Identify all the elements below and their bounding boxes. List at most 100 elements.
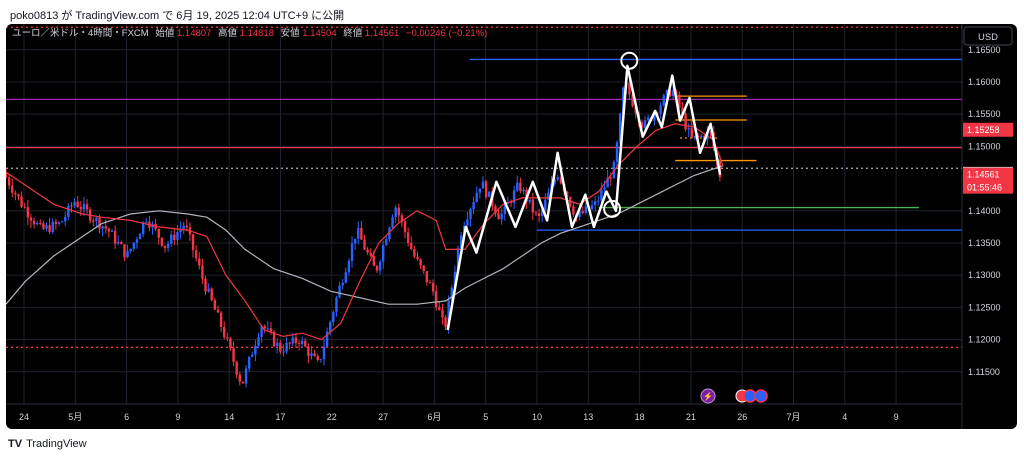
candle-body (618, 113, 622, 143)
candle-body (35, 222, 39, 225)
time-axis[interactable]: 24 5月 6 9 14 17 22 27 6月 5 10 13 18 21 26 7月 4 9 (6, 403, 962, 422)
candle-body (129, 248, 132, 252)
candle-body (534, 212, 538, 214)
candle-body (120, 241, 123, 245)
candle-body (123, 244, 126, 258)
candle-body (447, 300, 450, 328)
price-label-2: 1.14561 (967, 170, 1000, 180)
candle-body (363, 239, 366, 250)
candle-body (39, 222, 42, 224)
time-tick-label: 6 (124, 412, 129, 422)
candle-body (82, 204, 86, 210)
candle-body (478, 188, 482, 193)
candle-body (385, 239, 388, 246)
candle-body (79, 206, 83, 210)
time-tick-label: 21 (686, 412, 696, 422)
price-axis[interactable]: 1.16500 1.16000 1.15500 1.15000 1.14000 1.135… (961, 24, 1013, 429)
candle-body (413, 249, 416, 257)
candle-body (20, 196, 23, 207)
candle-body (194, 250, 198, 259)
candle-body (509, 201, 513, 203)
candle-body (204, 278, 207, 292)
candle-body (70, 205, 73, 207)
time-tick-label: 9 (175, 412, 180, 422)
currency-button[interactable]: USD (963, 26, 1013, 46)
candle-body (350, 243, 354, 261)
candle-body (285, 342, 288, 352)
candle-body (487, 191, 491, 198)
legend-close: 1.14561 (365, 28, 399, 39)
candle-body (279, 342, 282, 352)
candle-body (29, 217, 33, 221)
candle-body (353, 238, 357, 244)
time-tick-label: 10 (532, 412, 542, 422)
candle-body (631, 94, 634, 107)
candle-body (45, 225, 48, 229)
legend-line: ユーロ／米ドル・4時間・FXCM 始値 1.14807 高値 1.14818 安… (12, 27, 487, 39)
candle-body (54, 221, 58, 224)
candle-body (438, 307, 441, 310)
candle-body (684, 113, 687, 130)
candle-body (668, 89, 672, 97)
candle-body (110, 230, 114, 232)
candle-body (481, 181, 485, 189)
candle-body (347, 260, 351, 273)
price-label-0: 1.15258 (967, 125, 1000, 135)
candle-body (403, 221, 407, 233)
candle-body (310, 353, 313, 357)
time-tick-label: 24 (19, 412, 29, 422)
candle-body (6, 172, 8, 178)
candle-body (160, 237, 164, 246)
candle-body (522, 189, 525, 192)
candle-body (170, 234, 173, 244)
time-tick-label: 6月 (427, 412, 441, 422)
candle-body (406, 232, 410, 244)
candle-body (48, 225, 51, 233)
candle-body (304, 340, 307, 347)
price-label-3: 01:55:46 (967, 183, 1002, 193)
chart-panel[interactable]: 1.16500 1.16000 1.15500 1.15000 1.14000 1.135… (6, 24, 1017, 429)
candle-body (201, 265, 204, 279)
ma-slow-line (6, 165, 724, 305)
candle-body (590, 205, 594, 210)
candle-body (219, 312, 223, 328)
candle-body (494, 206, 497, 214)
candle-body (32, 220, 36, 225)
legend-open-label: 始値 (155, 27, 175, 39)
candle-body (17, 194, 20, 197)
candle-body (322, 346, 326, 360)
candle-body (456, 248, 460, 272)
publish-caption-bar: poko0813 が TradingView.com で 6月 19, 2025… (0, 0, 1024, 24)
candle-body (42, 223, 45, 229)
candle-body (519, 182, 522, 192)
candle-body (247, 356, 251, 369)
flag-event-icon-3[interactable] (754, 389, 768, 403)
candle-body (235, 361, 238, 375)
candle-body (76, 201, 79, 207)
candle-body (690, 128, 694, 138)
candle-body (300, 340, 304, 345)
time-tick-label: 22 (327, 412, 337, 422)
event-icons[interactable]: ⚡ (700, 388, 768, 404)
lightning-event-icon[interactable] (700, 388, 716, 404)
zigzag-line (446, 64, 722, 331)
candle-body (251, 354, 254, 357)
candle-body (276, 342, 279, 346)
time-tick-label: 27 (378, 412, 388, 422)
candle-body (332, 312, 335, 322)
price-chart[interactable]: 1.16500 1.16000 1.15500 1.15000 1.14000 1.135… (6, 24, 1017, 429)
candle-body (453, 271, 457, 288)
candle-body (57, 222, 61, 224)
candle-body (671, 90, 675, 97)
candle-body (191, 234, 195, 251)
price-label-bg-0 (963, 122, 1013, 137)
candle-body (709, 132, 712, 134)
candle-body (597, 200, 600, 202)
candle-body (366, 249, 369, 253)
candle-body (67, 205, 70, 217)
candle-body (11, 185, 14, 193)
candle-body (60, 221, 64, 223)
candle-body (372, 255, 376, 266)
flag-event-icon-2[interactable] (743, 389, 757, 403)
price-tick-label: 1.11500 (968, 367, 1000, 377)
